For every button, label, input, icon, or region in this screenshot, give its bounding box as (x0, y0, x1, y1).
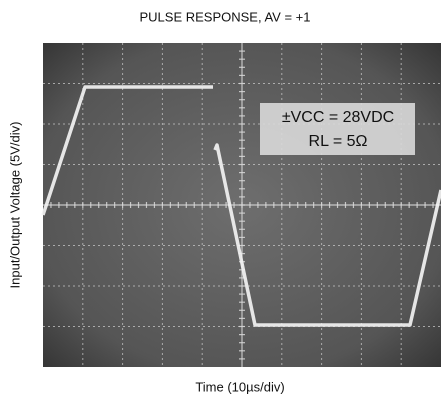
x-axis-label: Time (10µs/div) (195, 379, 284, 394)
chart-title: PULSE RESPONSE, AV = +1 (139, 9, 310, 24)
scope-grid (43, 43, 441, 367)
annotation: ±VCC = 28VDC (282, 109, 394, 126)
waveform-trace (41, 85, 441, 327)
y-axis-label: Input/Output Voltage (5V/div) (7, 122, 22, 289)
annotation: RL = 5Ω (309, 133, 368, 150)
annotation-box (260, 103, 415, 155)
